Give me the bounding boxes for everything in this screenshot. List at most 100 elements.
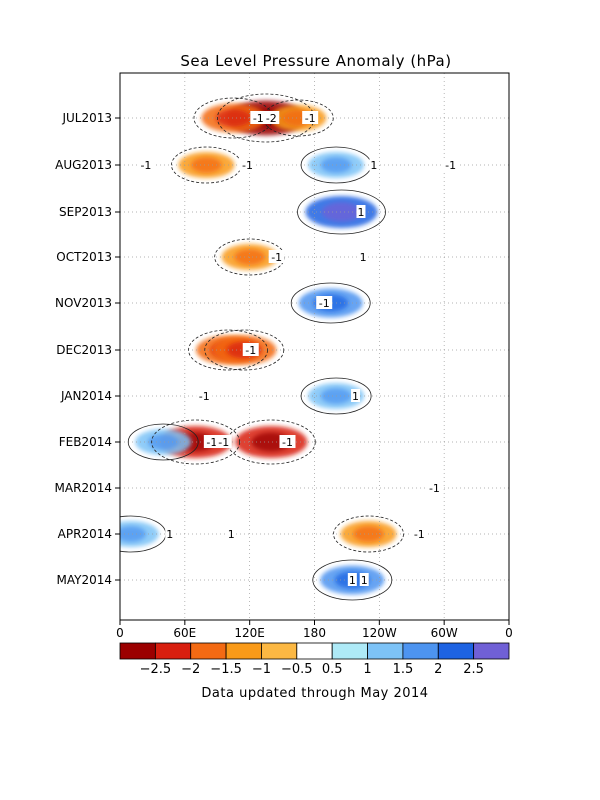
contour-ring-7 xyxy=(290,282,371,324)
colorbar-label-6: 1 xyxy=(363,662,371,677)
contour-label-2: -1 xyxy=(305,112,316,125)
contour-label-19: 1 xyxy=(228,528,235,541)
colorbar-label-0: −2.5 xyxy=(140,662,172,677)
colorbar-label-5: 0.5 xyxy=(322,662,343,677)
y-tick-label-7: FEB2014 xyxy=(59,435,112,449)
contour-label-13: 1 xyxy=(352,390,359,403)
x-tick-label-1: 60E xyxy=(173,626,196,640)
y-tick-label-2: SEP2013 xyxy=(59,205,112,219)
contour-label-0: -2 xyxy=(266,112,277,125)
y-tick-label-3: OCT2013 xyxy=(56,250,112,264)
contour-label-bg-16 xyxy=(215,435,232,448)
anomaly-core-3 xyxy=(191,157,222,173)
contour-label-5: -1 xyxy=(140,159,151,172)
colorbar-label-8: 2 xyxy=(434,662,442,677)
colorbar-label-9: 2.5 xyxy=(463,662,484,677)
x-tick-label-5: 60W xyxy=(431,626,458,640)
contour-label-bg-2 xyxy=(302,111,319,124)
x-tick-label-3: 180 xyxy=(303,626,326,640)
colorbar-swatch-6 xyxy=(331,642,368,660)
anomaly-core-5 xyxy=(321,202,362,222)
contour-label-bg-9 xyxy=(358,250,368,263)
contour-label-bg-0 xyxy=(263,111,280,124)
contour-ring-8 xyxy=(188,329,268,371)
anomaly-core-13 xyxy=(147,434,179,450)
colorbar-label-4: −0.5 xyxy=(281,662,313,677)
contour-label-21: -1 xyxy=(429,482,440,495)
contour-label-3: -1 xyxy=(242,159,253,172)
colorbar-swatch-4 xyxy=(261,642,298,660)
anomaly-core-1 xyxy=(215,109,252,127)
x-tick-label-6: 0 xyxy=(505,626,513,640)
contour-label-bg-20 xyxy=(411,527,428,540)
colorbar-swatch-5 xyxy=(296,642,333,660)
contour-label-15: -1 xyxy=(206,436,217,449)
contour-label-8: -1 xyxy=(271,251,282,264)
contour-labels: -2-1-1-11-1-11-11-1-1-111-1-1-111-1-111 xyxy=(137,111,459,587)
contour-label-20: -1 xyxy=(414,528,425,541)
colorbar-swatch-9 xyxy=(437,642,475,660)
y-tick-label-1: AUG2013 xyxy=(55,158,112,172)
contour-label-bg-23 xyxy=(347,573,357,586)
contour-label-bg-12 xyxy=(196,389,213,402)
contour-label-bg-11 xyxy=(242,343,259,356)
colorbar-swatch-0 xyxy=(119,642,156,660)
contour-label-bg-19 xyxy=(226,527,236,540)
y-tick-label-5: DEC2013 xyxy=(56,343,112,357)
x-axis: 0 60E 120E 180 120W 60W 0 xyxy=(116,620,513,640)
x-tick-label-2: 120E xyxy=(234,626,265,640)
contour-label-12: -1 xyxy=(199,390,210,403)
contour-ring-13 xyxy=(127,423,199,461)
colorbar-label-7: 1.5 xyxy=(393,662,414,677)
y-tick-label-0: JUL2013 xyxy=(61,111,112,125)
chart-title: Sea Level Pressure Anomaly (hPa) xyxy=(180,52,451,70)
contour-ring-16 xyxy=(312,559,393,601)
contour-label-bg-17 xyxy=(279,435,296,448)
contour-ring-5 xyxy=(297,189,386,235)
plot-gridlines xyxy=(120,73,509,620)
y-tick-label-4: NOV2013 xyxy=(55,296,112,310)
x-tick-label-0: 0 xyxy=(116,626,124,640)
contour-label-16: -1 xyxy=(218,436,229,449)
colorbar-swatch-2 xyxy=(190,642,227,660)
contour-ring-11 xyxy=(151,419,241,465)
contour-label-bg-4 xyxy=(369,158,379,171)
y-tick-label-6: JAN2014 xyxy=(60,389,112,403)
contour-label-bg-7 xyxy=(356,205,366,218)
contour-label-6: -1 xyxy=(445,159,456,172)
colorbar: −2.5 −2 −1.5 −1 −0.5 0.5 1 1.5 2 2.5 xyxy=(119,642,510,677)
colorbar-label-2: −1.5 xyxy=(210,662,242,677)
contour-label-bg-3 xyxy=(239,158,256,171)
contour-label-22: 1 xyxy=(361,574,368,587)
y-tick-label-8: MAR2014 xyxy=(55,481,112,495)
contour-label-7: 1 xyxy=(357,206,364,219)
contour-label-9: 1 xyxy=(360,251,367,264)
contour-label-bg-8 xyxy=(268,250,285,263)
contour-label-18: 1 xyxy=(166,528,173,541)
y-tick-label-9: APR2014 xyxy=(58,527,112,541)
x-tick-label-4: 120W xyxy=(362,626,397,640)
contour-label-23: 1 xyxy=(349,574,356,587)
contour-label-4: 1 xyxy=(370,159,377,172)
contour-label-bg-18 xyxy=(165,527,175,540)
contour-ring-10 xyxy=(300,377,372,415)
colorbar-swatch-8 xyxy=(402,642,439,660)
contour-label-bg-13 xyxy=(351,389,361,402)
colorbar-swatch-3 xyxy=(225,642,262,660)
contour-ring-9 xyxy=(204,329,285,371)
contour-label-10: -1 xyxy=(319,297,330,310)
y-tick-label-10: MAY2014 xyxy=(57,573,113,587)
contour-label-11: -1 xyxy=(245,344,256,357)
y-axis: JUL2013 AUG2013 SEP2013 OCT2013 NOV2013 DEC20… xyxy=(55,111,120,587)
colorbar-label-3: −1 xyxy=(252,662,271,677)
contour-label-bg-1 xyxy=(250,111,267,124)
contour-label-1: -1 xyxy=(253,112,264,125)
colorbar-swatch-1 xyxy=(154,642,192,660)
anomaly-core-14 xyxy=(120,526,147,542)
contour-label-bg-6 xyxy=(442,158,459,171)
colorbar-label-1: −2 xyxy=(181,662,200,677)
contour-ring-15 xyxy=(333,515,404,553)
contour-label-bg-21 xyxy=(426,481,443,494)
colorbar-swatch-7 xyxy=(367,642,404,660)
